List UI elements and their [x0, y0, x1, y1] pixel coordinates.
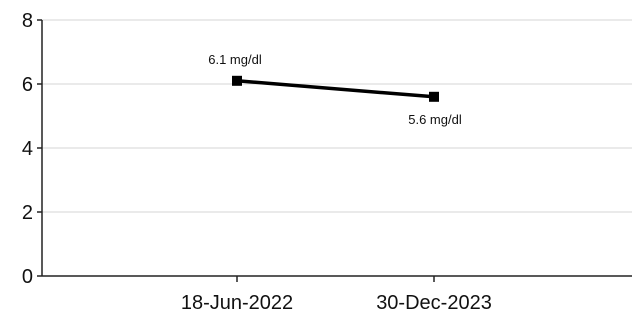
- x-tick-label: 30-Dec-2023: [376, 292, 492, 314]
- y-tick-label: 4: [22, 138, 33, 160]
- x-tick-label: 18-Jun-2022: [181, 292, 293, 314]
- x-axis-ticks: 18-Jun-2022 30-Dec-2023: [181, 276, 492, 314]
- data-label: 6.1 mg/dl: [208, 52, 262, 67]
- series: [232, 75, 439, 102]
- data-label: 5.6 mg/dl: [408, 112, 462, 127]
- y-tick-label: 6: [22, 74, 33, 96]
- y-tick-label: 8: [22, 10, 33, 32]
- data-labels: 6.1 mg/dl 5.6 mg/dl: [208, 52, 462, 127]
- y-axis-ticks: 0 2 4 6 8: [22, 10, 42, 288]
- grid-lines: [42, 19, 632, 213]
- series-line: [236, 79, 435, 99]
- data-point: [232, 75, 242, 86]
- y-tick-label: 0: [22, 266, 33, 288]
- y-tick-label: 2: [22, 202, 33, 224]
- data-point: [429, 91, 439, 102]
